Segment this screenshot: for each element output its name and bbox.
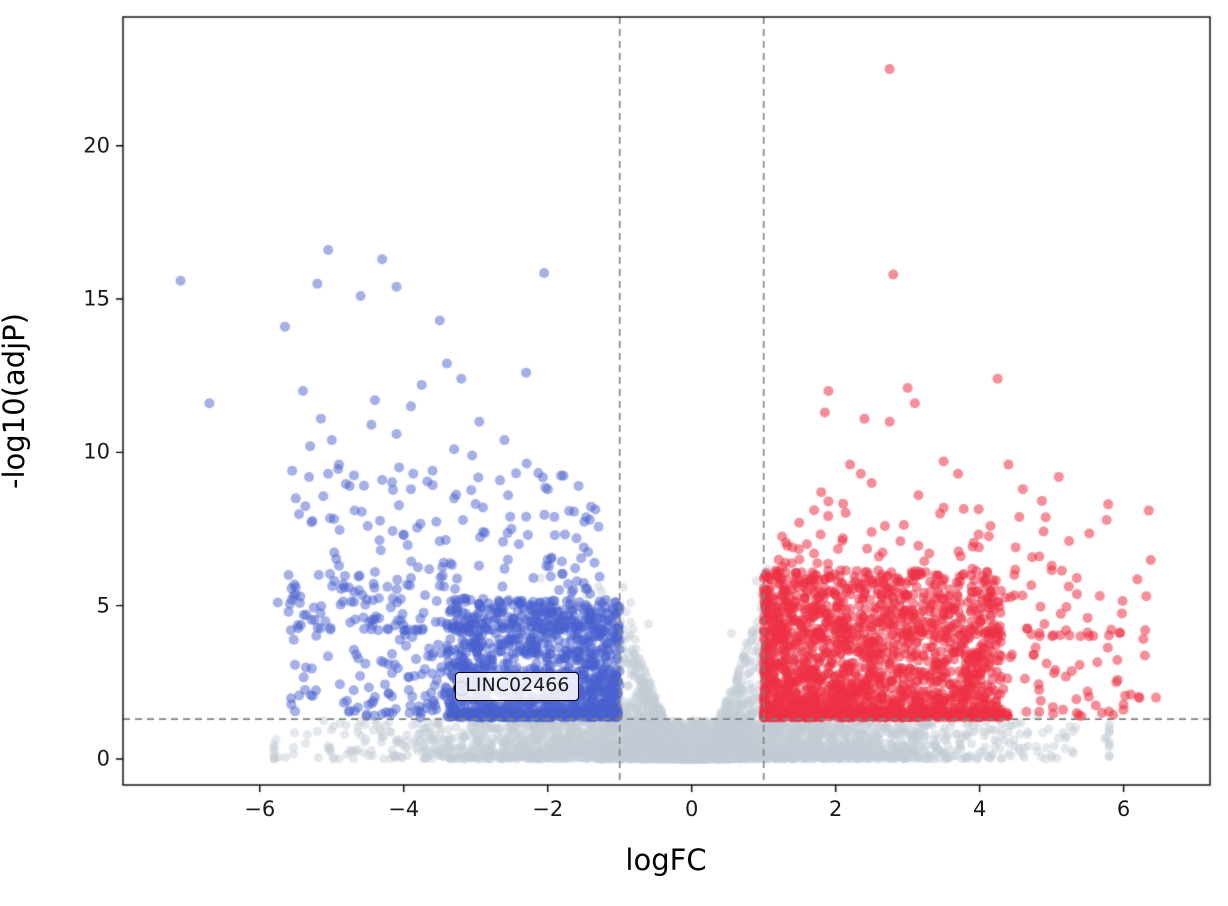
y-tick-label: 5 [96, 593, 110, 618]
y-tick-label: 15 [83, 286, 110, 311]
x-tick-label: 0 [685, 797, 699, 821]
x-tick-label: 4 [972, 797, 987, 821]
gene-annotation-label: LINC02466 [455, 672, 580, 702]
x-tick-label: −4 [388, 797, 420, 821]
y-tick-label: 0 [96, 746, 110, 771]
x-tick-label: 6 [1116, 797, 1131, 821]
x-tick-label: −6 [244, 797, 276, 821]
y-tick-label: 10 [83, 439, 110, 464]
x-axis-label: logFC [625, 843, 707, 877]
x-tick-label: 2 [828, 797, 843, 821]
x-tick-label: −2 [532, 797, 564, 821]
y-axis-label: -log10(adjP) [0, 313, 31, 489]
y-tick-label: 20 [83, 133, 110, 158]
